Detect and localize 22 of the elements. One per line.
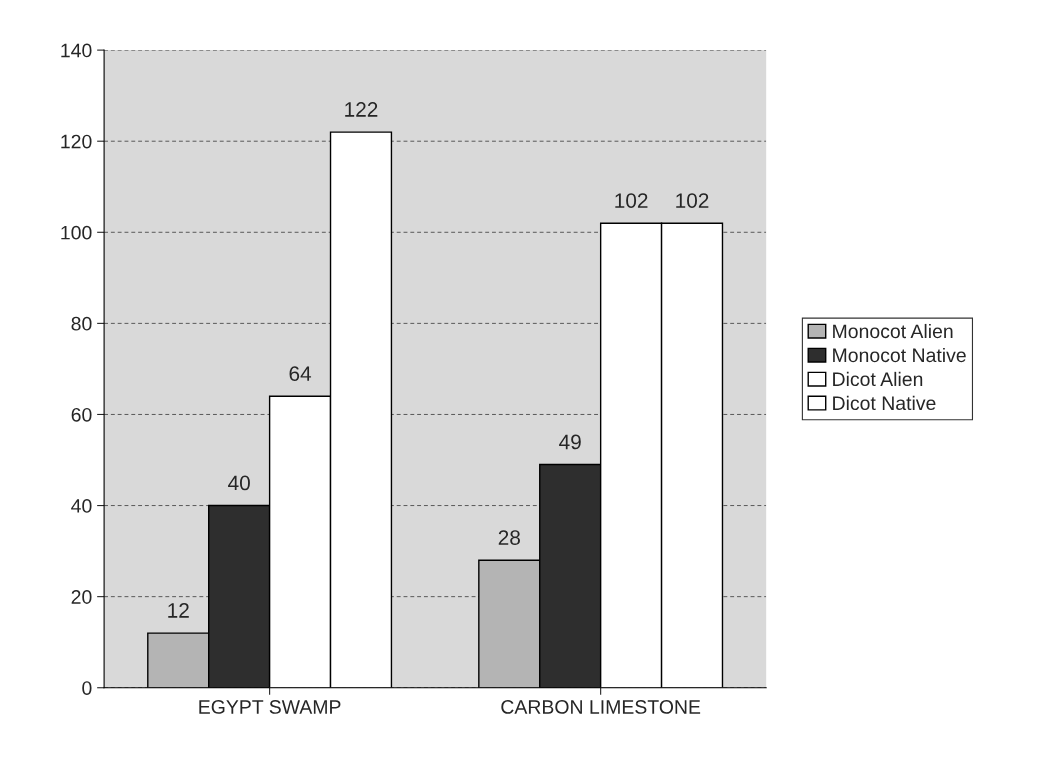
legend-label: Monocot Native bbox=[833, 347, 966, 363]
legend-label: Dicot Native bbox=[833, 395, 936, 411]
data-label: 102 bbox=[615, 193, 648, 208]
data-label: 40 bbox=[228, 475, 250, 491]
data-label: 64 bbox=[289, 366, 312, 382]
data-label: 12 bbox=[168, 603, 189, 618]
y-tick-label: 140 bbox=[61, 43, 92, 58]
x-tick-label: CARBON LIMESTONE bbox=[501, 700, 701, 714]
y-tick-label: 80 bbox=[71, 316, 92, 331]
x-tick-label: EGYPT SWAMP bbox=[199, 700, 341, 714]
y-tick-label: 40 bbox=[71, 499, 92, 513]
data-label: 122 bbox=[345, 102, 378, 117]
y-tick-label: 20 bbox=[71, 590, 92, 604]
y-tick-label: 60 bbox=[71, 407, 92, 422]
y-tick-label: 120 bbox=[61, 134, 92, 149]
data-label: 102 bbox=[676, 193, 709, 208]
legend-label: Dicot Alien bbox=[833, 371, 923, 387]
y-tick-label: 0 bbox=[82, 681, 92, 695]
legend-label: Monocot Alien bbox=[833, 323, 953, 339]
data-label: 28 bbox=[498, 530, 520, 545]
data-label: 49 bbox=[559, 434, 581, 450]
y-tick-label: 100 bbox=[61, 225, 92, 240]
